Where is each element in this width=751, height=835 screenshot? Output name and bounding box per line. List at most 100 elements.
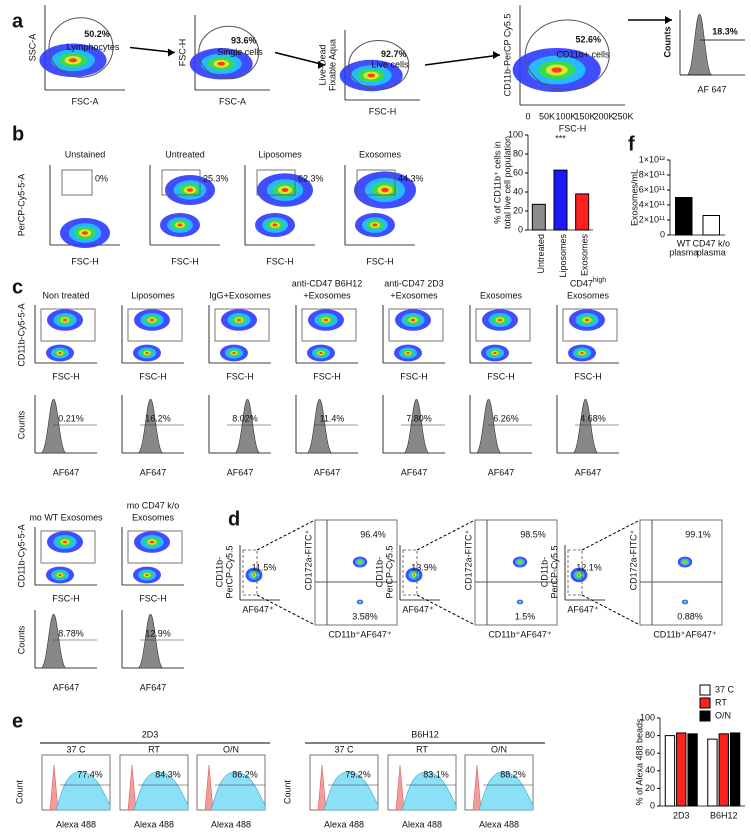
cell-density (319, 351, 323, 355)
label: CD172a-FITC⁺ (303, 529, 313, 590)
label: RT (416, 744, 428, 754)
x-tick-label: 50K (539, 111, 555, 121)
gate (348, 40, 410, 90)
gate (127, 530, 183, 564)
label: 25.3% (203, 173, 229, 183)
cell-density (684, 601, 686, 603)
y-tick-label: 6×10¹¹ (639, 184, 665, 194)
label: Counts (662, 27, 672, 58)
cell-density (584, 318, 590, 322)
label: anti-CD47 B6H12 (292, 278, 363, 288)
label: 13.9% (411, 562, 437, 572)
x-tick-label: WT (677, 238, 691, 248)
y-tick-label: 0 (660, 229, 665, 239)
zoom-line (581, 594, 641, 626)
label: Counts (16, 410, 26, 439)
label: CD11b- (539, 557, 549, 587)
cell-density (82, 231, 88, 235)
x-tick-label: plasma (697, 247, 726, 257)
cell-density (149, 540, 155, 544)
cell-density (68, 58, 78, 63)
label: CD11b-Cy5-5-A (16, 303, 26, 366)
y-tick-label: 8×10¹¹ (639, 169, 665, 179)
histogram (133, 771, 189, 811)
cell-density (62, 318, 68, 322)
label: Live-Dead (317, 44, 327, 85)
x-tick-label: 150K (574, 111, 595, 121)
cell-density (145, 573, 149, 577)
gate (475, 308, 531, 342)
label: 4.68% (580, 413, 606, 423)
x-tick-label: plasma (669, 247, 698, 257)
cell-density (493, 351, 497, 355)
annotation: *** (555, 133, 566, 143)
label: FSC-H (177, 39, 187, 67)
legend-swatch (699, 697, 711, 709)
cell-density (272, 223, 278, 227)
plot-frame (314, 519, 398, 626)
gate (127, 308, 183, 342)
label: AF647⁺ (242, 604, 274, 614)
y-tick-label: 60 (513, 167, 523, 177)
bar (531, 203, 546, 231)
histogram (323, 771, 379, 811)
bar (553, 169, 568, 231)
label: 62.3% (298, 173, 324, 183)
label: 96.4% (360, 529, 386, 539)
label: AF647 (53, 467, 80, 477)
label: 3.58% (352, 611, 378, 621)
histogram (55, 771, 111, 811)
legend-swatch (699, 710, 711, 722)
cell-density (232, 351, 236, 355)
label: +Exosomes (390, 290, 438, 300)
zoom-line (581, 519, 641, 551)
label: FSC-A (72, 96, 99, 106)
label: CD11b- (374, 557, 384, 587)
gate (256, 169, 296, 196)
y-tick-label: 60 (645, 748, 655, 758)
label: PerCP-Cy5-5-A (16, 174, 26, 237)
label: 12.9% (145, 628, 171, 638)
y-tick-label: 80 (513, 148, 523, 158)
x-tick-label: B6H12 (710, 810, 738, 820)
histogram (317, 764, 327, 811)
label: FSC-H (369, 106, 397, 116)
label: CD172a-FITC⁺ (628, 529, 638, 590)
histogram (204, 764, 214, 811)
gate (562, 308, 618, 342)
cell-density (236, 318, 242, 322)
label: FSC-H (313, 371, 341, 381)
gate (301, 308, 357, 342)
gate (61, 169, 93, 196)
cell-density (519, 561, 521, 563)
label: Fixable Aqua (327, 39, 337, 91)
histogram (680, 13, 713, 76)
y-tick-label: 100 (508, 129, 523, 139)
y-tick-label: 0 (650, 800, 655, 810)
label: CD11b-Cy5-5-A (16, 524, 26, 587)
zoom-line (416, 519, 476, 551)
label: AF647⁺ (567, 604, 599, 614)
label: 0.88% (677, 611, 703, 621)
label: 18.3% (712, 26, 738, 36)
label: FSC-H (366, 256, 394, 266)
y-tick-label: 100 (640, 712, 655, 722)
gate (388, 308, 444, 342)
cell-density (145, 351, 149, 355)
legend-label: RT (715, 697, 727, 707)
label: Alexa 488 (56, 819, 96, 829)
gate (40, 308, 96, 342)
cell-density (58, 573, 62, 577)
y-tick-label: 1×10¹² (639, 154, 665, 164)
gate (48, 17, 114, 78)
label: PerCP-Cy5.5 (224, 545, 234, 598)
label: 8.02% (232, 413, 258, 423)
bar (707, 738, 718, 807)
histogram (383, 398, 430, 454)
cell-density (372, 223, 378, 227)
label: 11.4% (320, 413, 345, 423)
cell-density (62, 540, 68, 544)
y-tick-label: 0 (518, 224, 523, 234)
label: Alexa 488 (211, 819, 251, 829)
label: total live cell population (502, 136, 512, 229)
